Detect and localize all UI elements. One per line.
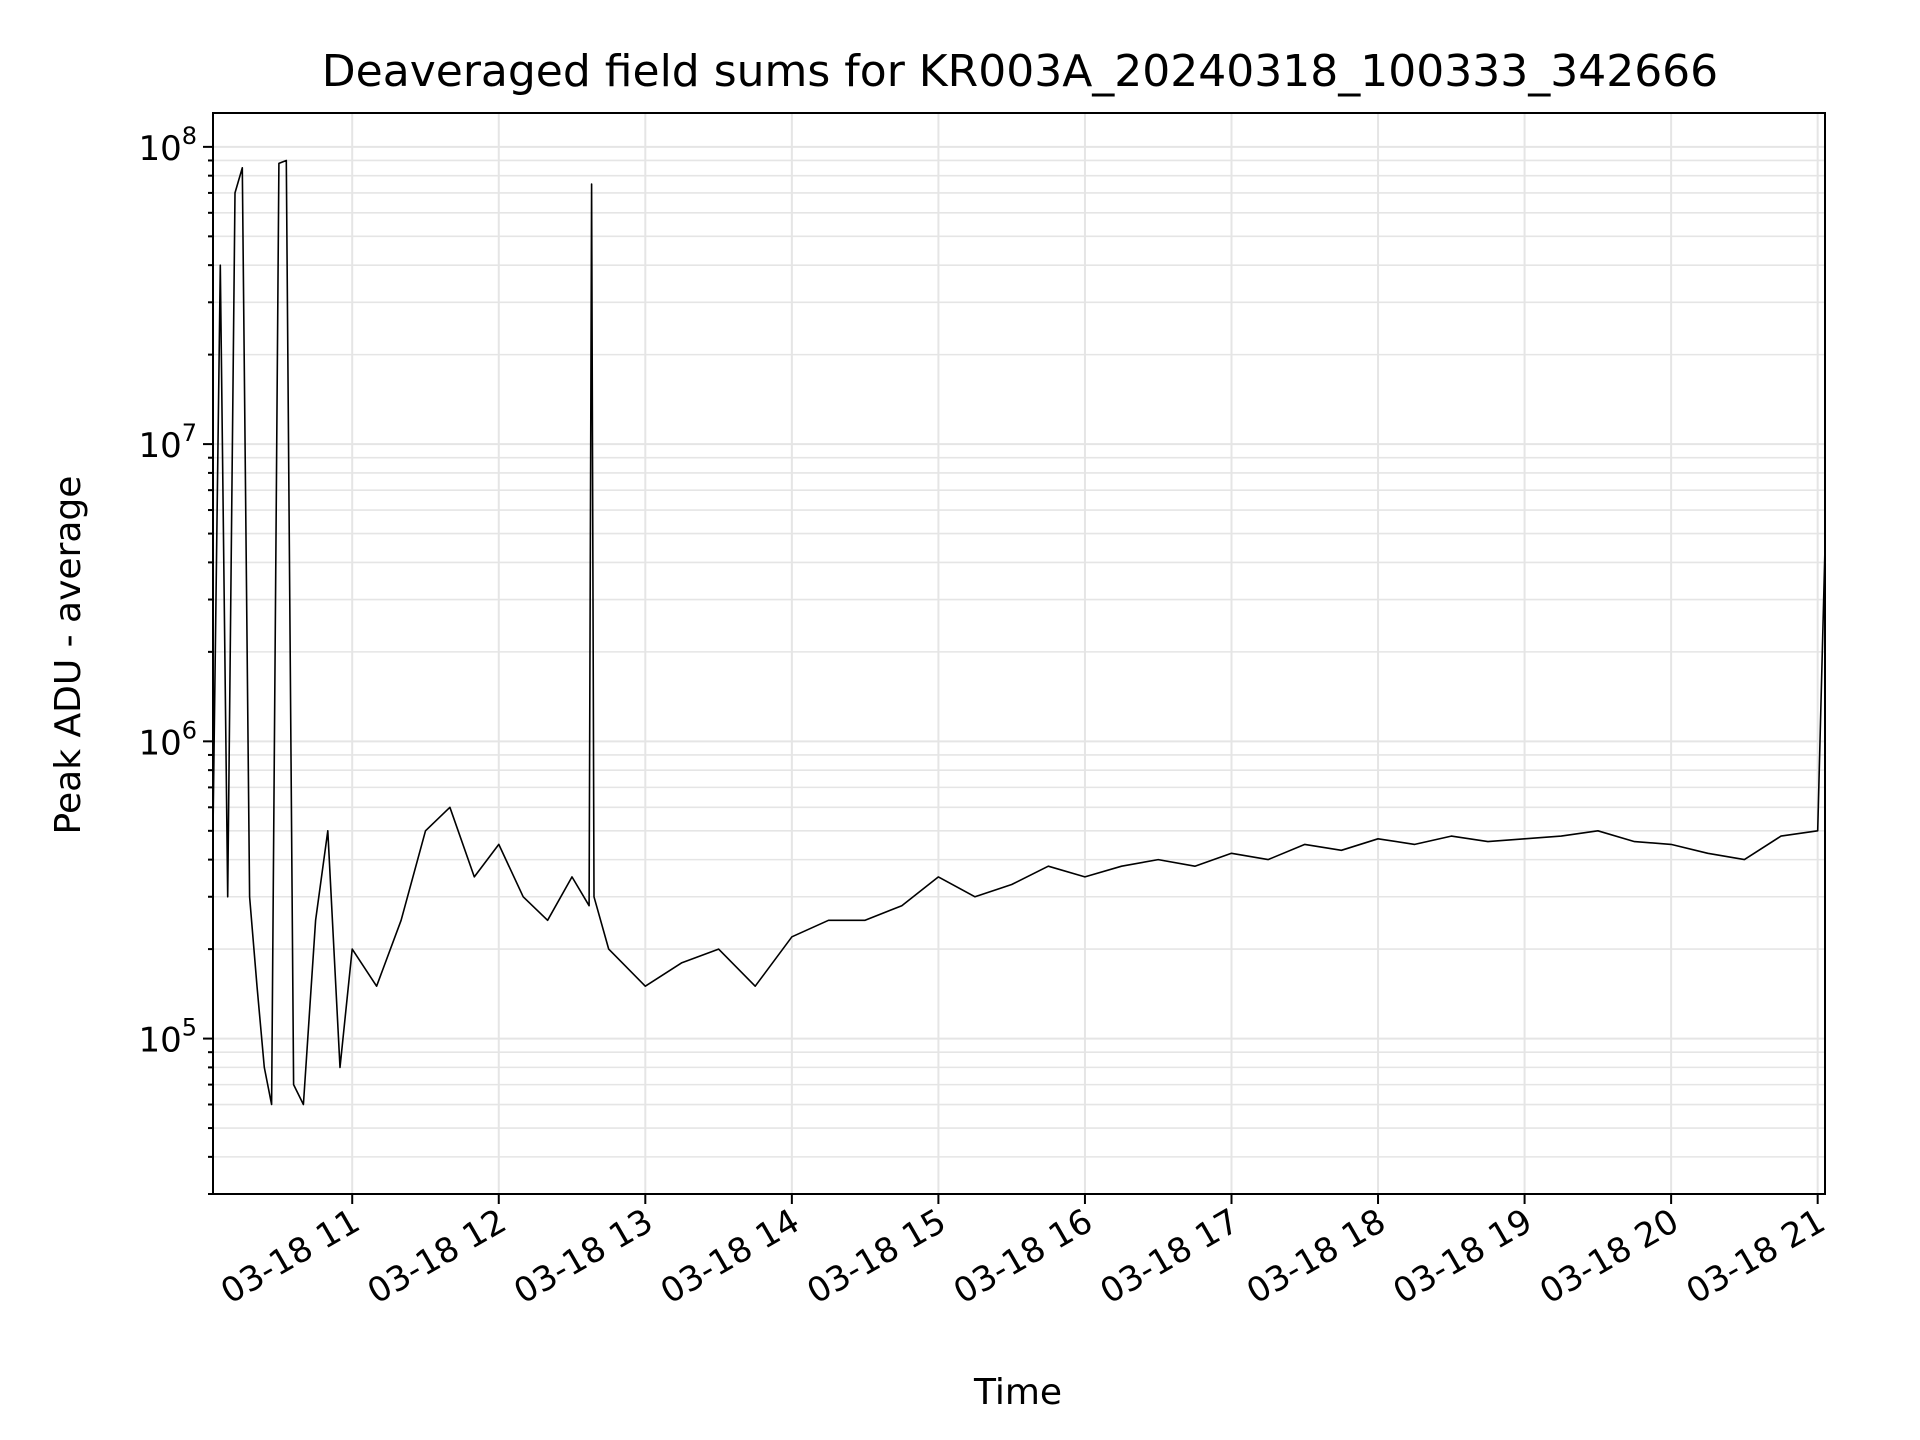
- y-tick-label: 107: [138, 419, 197, 466]
- plot-frame: [212, 112, 1826, 1195]
- y-tick-label: 108: [138, 122, 197, 169]
- plot-lines: [212, 159, 1826, 1106]
- x-axis-label: Time: [973, 1372, 1062, 1413]
- y-tick-label: 106: [138, 716, 197, 763]
- series-line: [212, 159, 1826, 1106]
- y-axis-label: Peak ADU - average: [48, 476, 89, 835]
- chart-title: Deaveraged field sums for KR003A_2024031…: [322, 46, 1718, 97]
- y-tick-label: 105: [138, 1014, 197, 1061]
- grid: [213, 113, 1825, 1195]
- y-axis: 105 106 107 108: [138, 122, 213, 1195]
